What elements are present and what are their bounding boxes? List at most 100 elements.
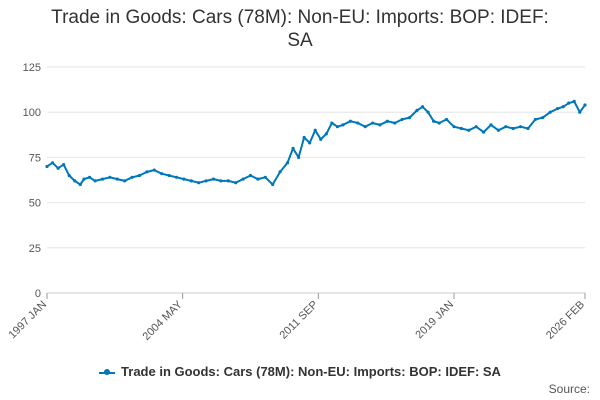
data-point <box>204 179 208 183</box>
data-point <box>341 123 345 127</box>
data-point <box>62 163 66 167</box>
x-tick-label-4: 2026 FEB <box>544 299 587 342</box>
data-point <box>145 170 149 174</box>
data-point <box>108 175 112 179</box>
data-point <box>296 155 301 159</box>
data-point <box>211 177 216 181</box>
y-tick-label-0: 0 <box>35 288 41 300</box>
data-point <box>504 125 508 129</box>
grid-lines <box>47 66 585 294</box>
data-point <box>426 110 430 114</box>
data-point <box>444 117 449 122</box>
data-point <box>263 175 267 179</box>
data-point <box>123 179 127 183</box>
x-tick-label-3: 2019 JAN <box>413 299 456 342</box>
data-point <box>518 125 523 129</box>
data-point <box>319 137 323 141</box>
data-point <box>137 173 142 178</box>
x-tick-label-1: 2004 MAY <box>141 298 186 343</box>
y-tick-label-75: 75 <box>29 152 41 164</box>
chart-title-line-1: Trade in Goods: Cars (78M): Non-EU: Impo… <box>51 7 549 28</box>
data-point <box>335 125 340 129</box>
data-point <box>400 117 404 122</box>
data-point <box>271 182 275 187</box>
data-point <box>87 175 92 179</box>
x-axis: 1997 JAN 2004 MAY 2011 SEP 2019 JAN 2026 FEB <box>6 293 587 343</box>
data-point <box>50 161 55 165</box>
data-point <box>533 117 537 122</box>
source-label: Source: <box>548 382 590 396</box>
data-point <box>572 99 576 103</box>
data-point <box>174 175 179 179</box>
data-point <box>241 177 245 181</box>
data-point <box>459 126 463 131</box>
data-point <box>100 177 105 181</box>
data-point <box>285 161 290 165</box>
data-point <box>437 121 441 125</box>
series-line-0 <box>46 100 586 186</box>
data-point <box>67 173 71 178</box>
data-point <box>182 177 186 181</box>
data-point <box>189 179 193 183</box>
data-point <box>526 126 530 131</box>
data-point <box>548 110 552 114</box>
y-tick-label-100: 100 <box>23 107 41 119</box>
data-point <box>583 103 587 107</box>
data-point <box>452 125 456 129</box>
data-point <box>248 173 253 178</box>
y-tick-label-125: 125 <box>23 62 41 74</box>
data-point <box>291 146 295 150</box>
data-point <box>578 110 582 114</box>
data-point <box>474 125 478 129</box>
data-point <box>324 132 328 136</box>
legend[interactable]: Trade in Goods: Cars (78M): Non-EU: Impo… <box>0 364 600 379</box>
data-point <box>330 121 334 125</box>
data-point <box>115 177 119 181</box>
data-point <box>313 128 317 132</box>
data-point <box>197 181 201 185</box>
data-point <box>56 166 60 170</box>
y-tick-label-25: 25 <box>29 243 41 255</box>
data-point <box>420 105 425 109</box>
data-point <box>363 125 367 129</box>
y-tick-label-50: 50 <box>29 198 41 210</box>
data-point <box>348 119 352 123</box>
data-point <box>78 182 82 187</box>
data-point <box>356 121 360 125</box>
data-point <box>82 177 86 181</box>
data-point <box>385 119 389 123</box>
data-point <box>555 106 560 111</box>
data-point <box>93 179 97 183</box>
data-point <box>407 116 412 120</box>
data-point <box>160 172 164 176</box>
x-tick-label-0: 1997 JAN <box>6 299 49 342</box>
x-tick-label-2: 2011 SEP <box>277 299 320 342</box>
chart-title-line-2: SA <box>287 30 313 51</box>
legend-series-marker <box>99 368 116 375</box>
y-axis: 0 25 50 75 100 125 <box>23 62 41 300</box>
data-point <box>302 135 306 140</box>
data-point <box>489 123 493 127</box>
chart-title: Trade in Goods: Cars (78M): Non-EU: Impo… <box>0 6 600 52</box>
data-point <box>567 101 571 105</box>
data-point <box>561 105 565 109</box>
data-point <box>432 119 436 123</box>
data-point <box>278 170 282 174</box>
legend-series-label: Trade in Goods: Cars (78M): Non-EU: Impo… <box>121 364 501 379</box>
data-point <box>370 121 375 125</box>
data-point <box>167 173 171 178</box>
data-point <box>45 164 49 169</box>
data-point <box>226 179 230 183</box>
data-point <box>234 181 238 185</box>
data-point <box>130 175 134 179</box>
data-point <box>511 126 515 131</box>
data-point <box>308 141 312 145</box>
data-point <box>73 179 77 183</box>
data-point <box>481 130 486 134</box>
data-point <box>152 168 156 172</box>
data-point <box>378 123 382 127</box>
data-point <box>256 177 260 181</box>
data-point <box>496 128 500 132</box>
data-point <box>393 121 397 125</box>
